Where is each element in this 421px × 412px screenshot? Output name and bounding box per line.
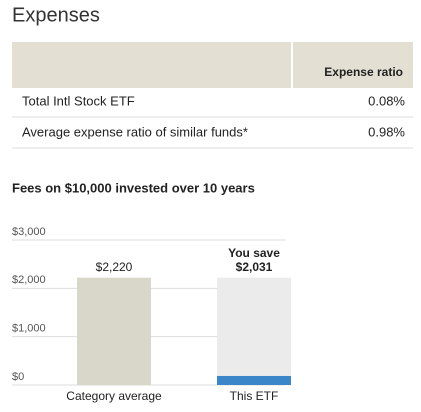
- row-label: Total Intl Stock ETF: [22, 93, 135, 108]
- bar: [77, 277, 151, 385]
- table-header: [12, 42, 413, 88]
- column-header: Expense ratio: [324, 65, 403, 79]
- x-tick-label: This ETF: [230, 389, 279, 403]
- y-tick-label: $3,000: [12, 226, 46, 238]
- savings-value: $2,031: [236, 260, 273, 274]
- row-value: 0.08%: [368, 93, 405, 108]
- y-tick-label: $1,000: [12, 323, 46, 335]
- row-value: 0.98%: [368, 124, 405, 139]
- savings-bar: [217, 277, 291, 376]
- section-title: Expenses: [12, 4, 100, 26]
- y-tick-label: $2,000: [12, 274, 46, 286]
- row-label: Average expense ratio of similar funds*: [22, 124, 248, 139]
- y-tick-label: $0: [12, 371, 24, 383]
- x-tick-label: Category average: [66, 389, 162, 403]
- savings-label: You save: [228, 246, 280, 260]
- chart-title: Fees on $10,000 invested over 10 years: [12, 180, 255, 195]
- value-label: $2,220: [96, 260, 133, 274]
- bar: [217, 375, 291, 385]
